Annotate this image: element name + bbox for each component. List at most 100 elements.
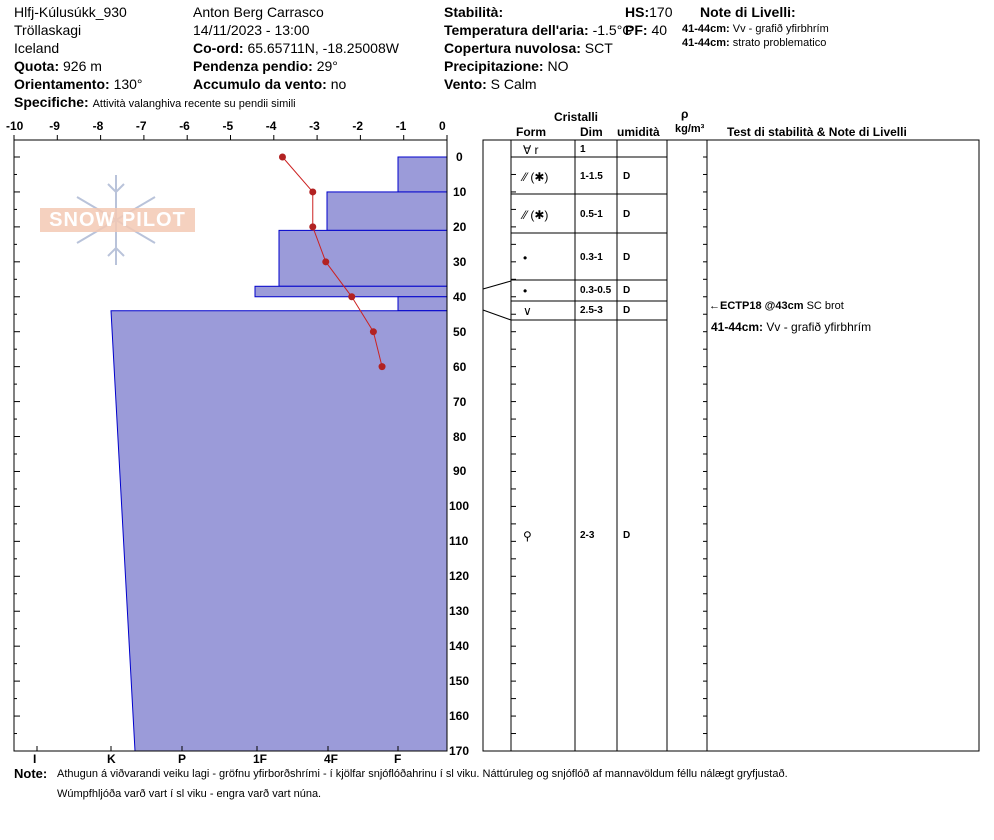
grain-form: ∨ [523, 304, 532, 318]
layer-table-frame [482, 139, 980, 752]
slope-angle: Pendenza pendio: 29° [193, 58, 338, 74]
depth-tick-label: 60 [453, 359, 467, 374]
specifics: Specifiche: Attività valanghiva recente … [14, 94, 296, 110]
wetness: D [623, 305, 631, 316]
grain-form: ∀ r [523, 143, 539, 157]
stability-layer-note: 41-44cm: Vv - grafið yfirbhrím [711, 320, 872, 334]
wind: Vento: S Calm [444, 76, 537, 92]
wetness: D [623, 171, 631, 182]
cloud-cover: Copertura nuvolosa: SCT [444, 40, 613, 56]
depth-tick-label: 40 [453, 289, 467, 304]
temperature-point [309, 223, 317, 231]
depth-tick-label: 140 [449, 639, 470, 654]
layer-connector [482, 280, 512, 290]
grain-form: ⁄⁄ (✱) [523, 170, 549, 184]
crystals-header: Cristalli [554, 110, 599, 124]
temperature-point [322, 258, 330, 266]
precipitation: Precipitazione: NO [444, 58, 569, 74]
hardness-tick-label: F [394, 752, 402, 766]
hardness-bar [110, 310, 448, 752]
grain-size: 2.5-3 [580, 305, 603, 316]
hardness-bar [278, 229, 448, 287]
hardness-bar [397, 156, 448, 193]
hardness-tick-label: 1F [253, 752, 268, 766]
temp-tick-label: -5 [222, 119, 234, 133]
density-header: ρ [681, 107, 689, 121]
temp-tick-label: -8 [92, 119, 104, 133]
depth-tick-label: 80 [453, 429, 467, 444]
penetration: PF: 40 [625, 22, 668, 38]
grain-size: 0.3-0.5 [580, 285, 612, 296]
location-name: Hlfj-Kúlusúkk_930 [14, 4, 127, 20]
aspect: Orientamento: 130° [14, 76, 143, 92]
grain-size: 0.3-1 [580, 252, 603, 263]
grain-form: ⚲ [523, 529, 532, 543]
grain-size: 0.5-1 [580, 209, 603, 220]
temp-tick-label: -2 [352, 119, 364, 133]
temp-tick-label: -1 [395, 119, 407, 133]
depth-tick-label: 70 [453, 394, 467, 409]
elevation: Quota: 926 m [14, 58, 102, 74]
temperature-point [378, 363, 386, 371]
snow-height: HS:170 [625, 4, 673, 20]
depth-tick-label: 120 [449, 569, 470, 584]
size-header: Dim [580, 125, 603, 139]
footer-note-line1: Athugun á viðvarandi veiku lagi - gröfnu… [57, 768, 788, 780]
grain-form: • [523, 284, 528, 298]
temp-tick-label: -7 [135, 119, 147, 133]
region: Tröllaskagi [14, 22, 82, 38]
hardness-bar [397, 296, 448, 312]
temperature-point [278, 153, 286, 161]
grain-form: • [523, 251, 528, 265]
layer-note: 41-44cm: strato problematico [682, 37, 827, 49]
wetness: D [623, 252, 631, 263]
depth-tick-label: 10 [453, 184, 467, 199]
stability-label: Stabilità: [444, 4, 504, 20]
depth-tick-label: 170 [449, 744, 470, 758]
depth-tick-label: 110 [449, 534, 469, 549]
coordinates: Co-ord: 65.65711N, -18.25008W [193, 40, 399, 56]
hardness-tick-label: P [178, 752, 187, 766]
grain-size: 2-3 [580, 530, 595, 541]
density-unit: kg/m³ [675, 123, 705, 135]
grain-form: ⁄⁄ (✱) [523, 208, 549, 222]
wetness: D [623, 209, 631, 220]
depth-tick-label: 160 [449, 709, 470, 724]
temperature-point [348, 293, 356, 301]
temp-tick-label: -10 [6, 119, 24, 133]
snowpilot-logo: SNOW PILOT [40, 170, 195, 270]
grain-size: 1-1.5 [580, 171, 603, 182]
temperature-point [369, 328, 377, 336]
depth-tick-label: 150 [449, 674, 470, 689]
layer-notes-title: Note di Livelli: [700, 4, 796, 20]
logo-text: SNOW PILOT [49, 209, 186, 231]
depth-tick-label: 100 [449, 499, 470, 514]
depth-tick-label: 0 [456, 150, 463, 164]
hardness-tick-label: I [33, 752, 37, 766]
grain-size: 1 [580, 144, 586, 155]
temp-tick-label: -3 [309, 119, 320, 133]
observer: Anton Berg Carrasco [193, 4, 324, 20]
datetime: 14/11/2023 - 13:00 [193, 22, 310, 38]
layer-connector [482, 309, 512, 321]
footer-note-line2: Wúmpfhljóða varð vart í sl viku - engra … [57, 788, 322, 800]
stability-test-result: ←ECTP18 @43cm SC brot [709, 300, 844, 312]
depth-tick-label: 50 [453, 324, 467, 339]
depth-tick-label: 130 [449, 604, 470, 619]
temp-tick-label: -6 [179, 119, 190, 133]
temperature-point [309, 188, 317, 196]
stability-notes-header: Test di stabilità & Note di Livelli [727, 125, 907, 139]
layer-note: 41-44cm: Vv - grafið yfirbhrím [682, 23, 829, 35]
hardness-bar [326, 191, 448, 231]
hardness-tick-label: K [107, 752, 116, 766]
temp-tick-label: -9 [49, 119, 60, 133]
depth-tick-label: 90 [453, 464, 467, 479]
temp-tick-label: -4 [265, 119, 277, 133]
country: Iceland [14, 40, 60, 56]
form-header: Form [516, 125, 546, 139]
hardness-tick-label: 4F [324, 752, 339, 766]
depth-tick-label: 20 [453, 219, 467, 234]
wetness-header: umidità [617, 125, 660, 139]
wetness: D [623, 285, 631, 296]
